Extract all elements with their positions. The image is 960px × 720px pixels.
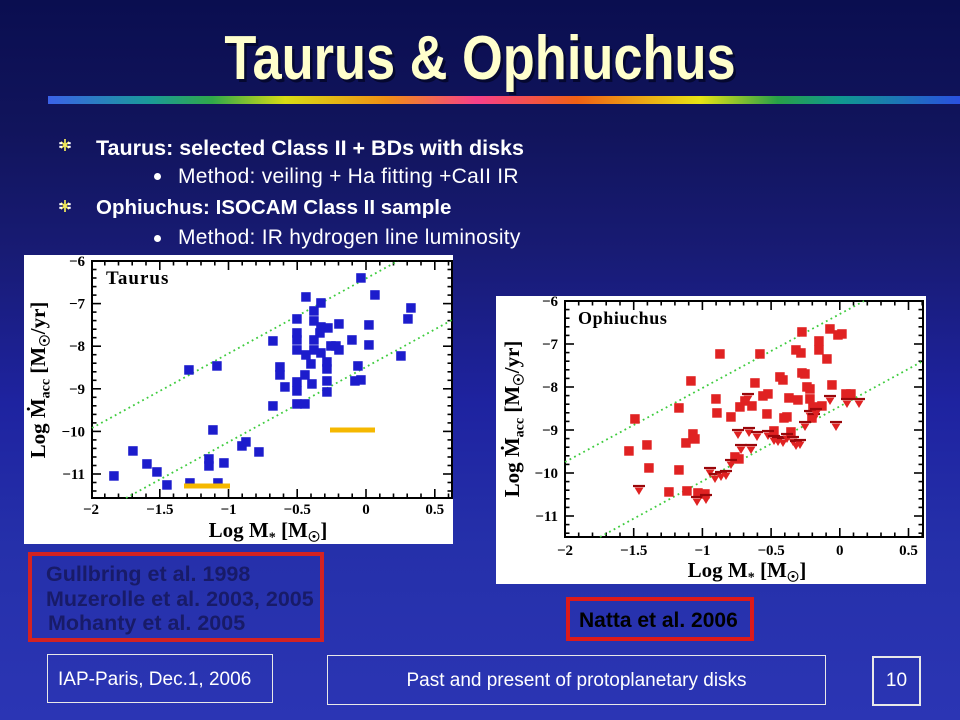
svg-text:−1.5: −1.5: [146, 502, 173, 518]
svg-text:−2: −2: [557, 543, 573, 559]
svg-text:−0.5: −0.5: [284, 502, 311, 518]
svg-text:−1.5: −1.5: [620, 543, 647, 559]
svg-text:0.5: 0.5: [899, 543, 918, 559]
svg-text:Log M* [M☉]: Log M* [M☉]: [688, 558, 807, 584]
svg-text:0: 0: [836, 543, 844, 559]
svg-text:−6: −6: [542, 296, 559, 310]
svg-text:0.5: 0.5: [425, 502, 444, 518]
svg-text:−2: −2: [83, 502, 99, 518]
svg-text:−6: −6: [69, 255, 86, 270]
svg-text:−1: −1: [694, 543, 710, 559]
svg-text:0: 0: [362, 502, 370, 518]
svg-text:−8: −8: [69, 339, 85, 355]
svg-text:−1: −1: [220, 502, 236, 518]
svg-text:−8: −8: [542, 380, 558, 396]
svg-text:Log M* [M☉]: Log M* [M☉]: [209, 518, 328, 544]
svg-text:−11: −11: [535, 509, 558, 525]
svg-text:−9: −9: [542, 423, 558, 439]
svg-text:Ophiuchus: Ophiuchus: [578, 308, 667, 328]
svg-text:−9: −9: [69, 382, 85, 398]
svg-text:−7: −7: [542, 337, 559, 353]
svg-text:−10: −10: [61, 424, 85, 440]
svg-text:Taurus: Taurus: [106, 268, 169, 289]
svg-text:−11: −11: [62, 467, 85, 483]
svg-text:−0.5: −0.5: [757, 543, 784, 559]
svg-text:−10: −10: [534, 466, 558, 482]
svg-text:−7: −7: [69, 297, 86, 313]
